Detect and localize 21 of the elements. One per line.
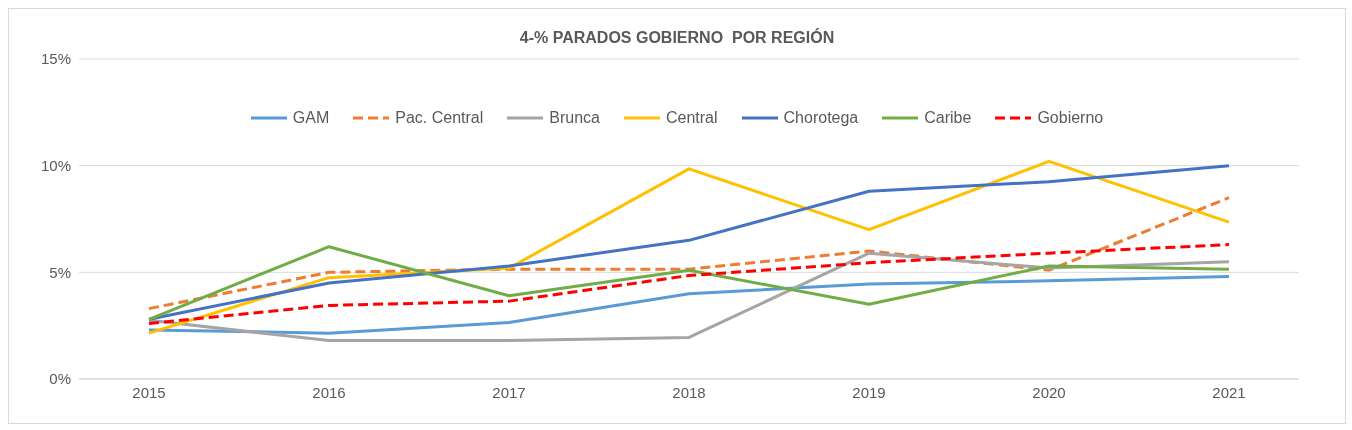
legend-label: Caribe [924,109,972,127]
x-tick-label: 2017 [492,383,526,401]
line-series [147,196,1231,311]
x-tick-label: 2021 [1212,383,1246,401]
y-tick-label: 10% [40,156,71,174]
x-tick-label: 2020 [1032,383,1066,401]
legend-label: Central [665,109,718,127]
legend-label: Gobierno [1037,109,1104,127]
x-tick-label: 2016 [312,383,346,401]
legend-label: Pac. Central [395,109,484,127]
y-tick-label: 5% [49,263,71,281]
chart-title: 4-% PARADOS GOBIERNO POR REGIÓN [518,29,836,47]
legend-label: GAM [292,109,330,127]
legend-label: Chorotega [783,109,859,127]
x-tick-label: 2015 [132,383,166,401]
x-tick-label: 2019 [852,383,886,401]
y-tick-label: 0% [49,370,71,388]
x-tick-label: 2018 [672,383,706,401]
legend-label: Brunca [549,109,600,127]
line-series [147,275,1231,335]
y-tick-label: 15% [40,50,71,68]
